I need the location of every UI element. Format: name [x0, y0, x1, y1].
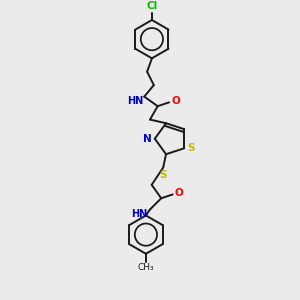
Text: S: S [187, 143, 195, 153]
Text: S: S [159, 170, 167, 181]
Text: Cl: Cl [146, 2, 158, 11]
Text: N: N [143, 134, 152, 144]
Text: HN: HN [127, 96, 143, 106]
Text: HN: HN [132, 209, 148, 219]
Text: O: O [175, 188, 183, 199]
Text: CH₃: CH₃ [138, 263, 154, 272]
Text: O: O [171, 96, 180, 106]
